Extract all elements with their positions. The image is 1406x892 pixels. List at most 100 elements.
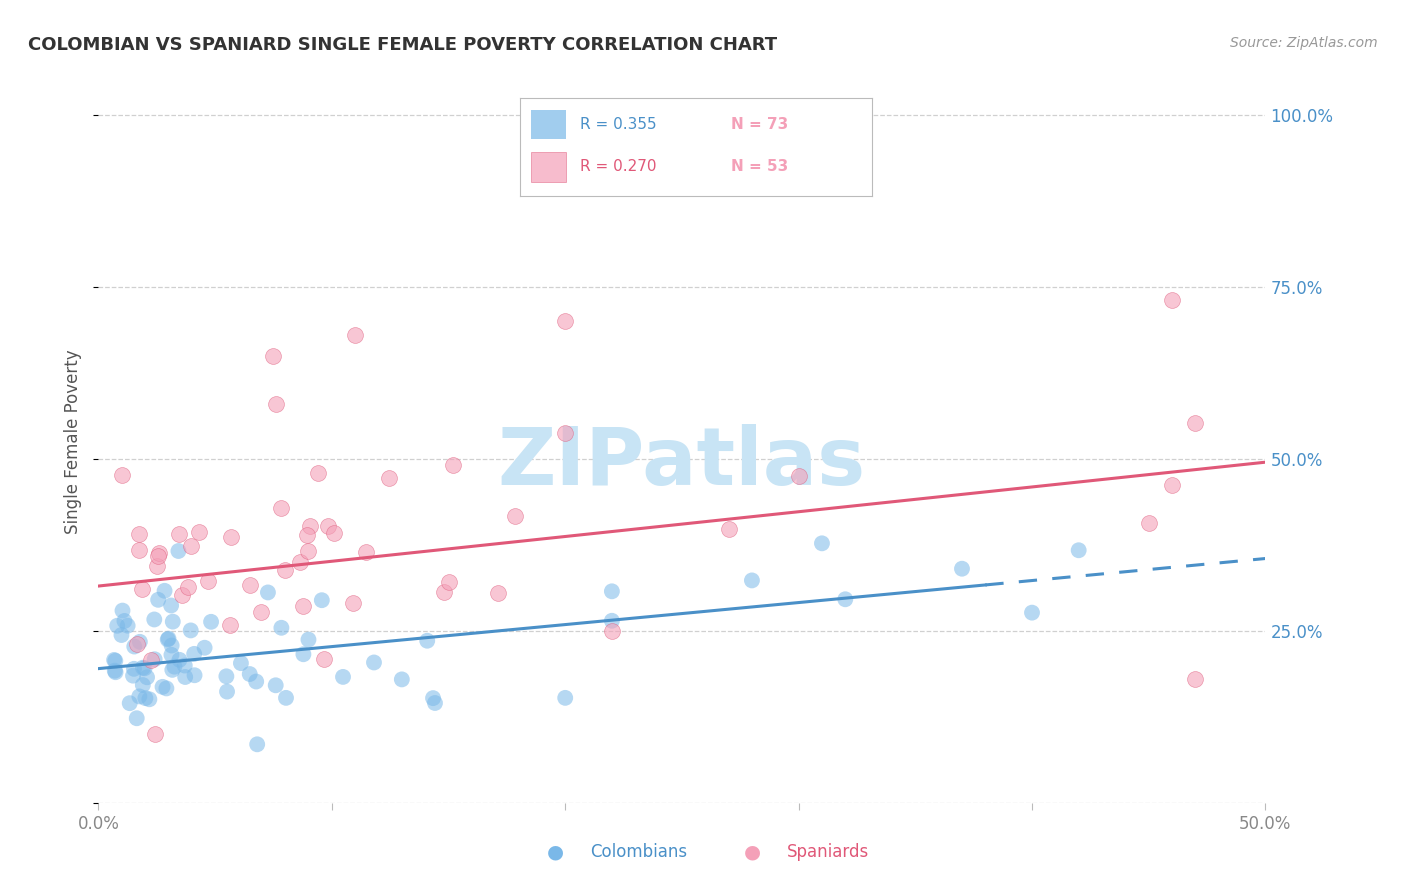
Spaniards (187, 524, 209, 539)
Spaniards (717, 108, 740, 122)
Colombians (741, 574, 763, 588)
Colombians (257, 585, 280, 599)
Spaniards (143, 727, 166, 741)
Colombians (162, 615, 184, 629)
Colombians (104, 654, 127, 668)
Colombians (155, 681, 177, 696)
Colombians (200, 615, 222, 629)
Colombians (152, 680, 174, 694)
Colombians (270, 621, 292, 635)
Spaniards (299, 519, 322, 533)
Colombians (132, 678, 155, 692)
Spaniards (344, 327, 367, 342)
Colombians (104, 665, 127, 680)
Spaniards (288, 555, 311, 569)
Colombians (156, 632, 179, 647)
Colombians (157, 632, 180, 646)
Spaniards (354, 545, 377, 559)
Colombians (134, 691, 156, 706)
Colombians (173, 658, 195, 673)
Colombians (103, 653, 125, 667)
Spaniards (111, 467, 134, 482)
Spaniards (139, 653, 162, 667)
Text: ZIPatlas: ZIPatlas (498, 425, 866, 502)
Colombians (292, 647, 315, 661)
Spaniards (600, 624, 623, 638)
Colombians (416, 633, 439, 648)
Spaniards (148, 546, 170, 560)
Colombians (162, 663, 184, 677)
Spaniards (167, 526, 190, 541)
Spaniards (432, 585, 454, 599)
Text: COLOMBIAN VS SPANIARD SINGLE FEMALE POVERTY CORRELATION CHART: COLOMBIAN VS SPANIARD SINGLE FEMALE POVE… (28, 36, 778, 54)
Colombians (143, 612, 166, 626)
Spaniards (378, 470, 401, 484)
Spaniards (148, 549, 170, 564)
Spaniards (486, 586, 509, 600)
Spaniards (125, 637, 148, 651)
Colombians (1021, 606, 1043, 620)
Spaniards (1161, 478, 1184, 492)
Colombians (163, 659, 186, 673)
Colombians (114, 614, 136, 628)
Colombians (132, 661, 155, 675)
Colombians (215, 669, 238, 683)
Colombians (246, 737, 269, 751)
Colombians (1067, 543, 1090, 558)
Spaniards (554, 314, 576, 328)
Colombians (194, 640, 217, 655)
Colombians (117, 618, 139, 632)
Colombians (834, 592, 856, 607)
Spaniards (1161, 293, 1184, 308)
Colombians (332, 670, 354, 684)
Spaniards (291, 599, 314, 613)
Colombians (138, 692, 160, 706)
Colombians (264, 678, 287, 692)
Colombians (143, 652, 166, 666)
Text: R = 0.355: R = 0.355 (581, 117, 657, 132)
Spaniards (262, 349, 284, 363)
Colombians (167, 544, 190, 558)
Spaniards (441, 458, 464, 472)
Colombians (297, 632, 319, 647)
Spaniards (437, 574, 460, 589)
Spaniards (314, 652, 336, 666)
Colombians (422, 691, 444, 706)
Spaniards (1184, 416, 1206, 430)
Spaniards (1184, 672, 1206, 686)
Spaniards (250, 606, 273, 620)
Spaniards (170, 588, 193, 602)
Spaniards (342, 597, 364, 611)
Spaniards (295, 528, 318, 542)
Colombians (128, 690, 150, 704)
Spaniards (316, 519, 339, 533)
Colombians (118, 696, 141, 710)
Colombians (180, 624, 202, 638)
Colombians (391, 673, 413, 687)
Colombians (245, 674, 267, 689)
Spaniards (177, 580, 200, 594)
Spaniards (270, 500, 292, 515)
Colombians (600, 614, 623, 628)
Colombians (950, 562, 973, 576)
Colombians (124, 640, 146, 654)
Spaniards (307, 466, 329, 480)
FancyBboxPatch shape (531, 152, 567, 182)
Spaniards (274, 563, 297, 577)
FancyBboxPatch shape (531, 110, 567, 139)
Spaniards (554, 426, 576, 441)
Colombians (239, 667, 262, 681)
Spaniards (128, 542, 150, 557)
Colombians (110, 628, 132, 642)
Colombians (160, 639, 183, 653)
Spaniards (197, 574, 219, 588)
Colombians (183, 647, 205, 661)
Spaniards (297, 544, 319, 558)
Spaniards (323, 526, 346, 541)
Spaniards (128, 527, 150, 541)
Text: Source: ZipAtlas.com: Source: ZipAtlas.com (1230, 36, 1378, 50)
Spaniards (146, 559, 169, 574)
Colombians (160, 648, 183, 662)
Y-axis label: Single Female Poverty: Single Female Poverty (65, 350, 83, 533)
Colombians (134, 661, 156, 675)
